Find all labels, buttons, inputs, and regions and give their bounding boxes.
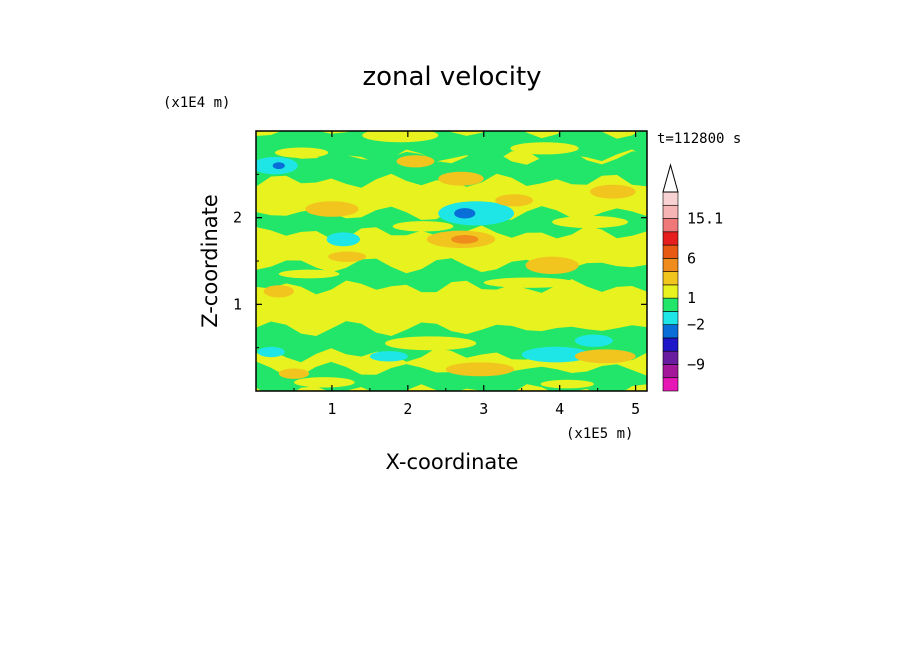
- colorbar-overflow-arrow: [662, 163, 679, 193]
- contour-field: [256, 131, 647, 391]
- colorbar-label: −2: [687, 316, 705, 334]
- contour-patch: [263, 285, 294, 298]
- contour-patch: [385, 336, 477, 351]
- contour-patch: [369, 351, 408, 362]
- contour-patch: [257, 346, 285, 358]
- contour-patch: [454, 208, 476, 219]
- colorbar-swatch: [662, 377, 679, 392]
- colorbar-swatch: [662, 218, 679, 233]
- colorbar-swatch: [662, 191, 679, 206]
- contour-patch: [495, 194, 534, 207]
- colorbar-swatch: [662, 311, 679, 325]
- contour-patch: [574, 349, 636, 364]
- colorbar-swatch: [662, 350, 679, 365]
- x-axis-multiplier: (x1E5 m): [566, 426, 633, 442]
- y-axis-label: Z-coordinate: [198, 194, 222, 328]
- colorbar-swatch: [662, 284, 679, 299]
- colorbar-swatch: [662, 271, 679, 286]
- x-tick-label: 1: [327, 400, 336, 418]
- contour-patch: [451, 235, 479, 244]
- colorbar-swatch: [662, 324, 679, 339]
- contour-patch: [272, 162, 285, 170]
- y-axis: 12: [233, 173, 647, 349]
- x-tick-label: 2: [403, 400, 412, 418]
- contour-patch: [438, 201, 515, 226]
- x-axis-label: X-coordinate: [386, 450, 519, 474]
- contour-band: [256, 149, 647, 188]
- contour-patch: [326, 232, 361, 247]
- colorbar-label: 1: [687, 289, 696, 307]
- colorbar-swatch: [662, 337, 679, 352]
- contour-patch: [483, 277, 575, 288]
- x-axis: 1 2 3 4 5: [293, 131, 640, 418]
- contour-patch: [278, 269, 340, 279]
- contour-patch: [445, 362, 515, 377]
- contour-patch: [521, 346, 591, 363]
- time-label: t=112800 s: [657, 131, 741, 147]
- contour-patch: [278, 368, 310, 379]
- colorbar-swatch: [662, 231, 679, 246]
- x-tick-label: 5: [631, 400, 640, 418]
- contour-patch: [392, 221, 454, 232]
- colorbar-swatch: [662, 258, 679, 272]
- colorbar-swatch: [662, 204, 679, 219]
- colorbar-label: −9: [687, 355, 705, 373]
- contour-patch: [510, 142, 579, 155]
- contour-patch: [362, 131, 439, 143]
- contour-patch: [525, 256, 579, 275]
- contour-patch: [540, 379, 594, 389]
- colorbar-label: 6: [687, 249, 696, 267]
- y-tick-label: 1: [233, 295, 242, 313]
- contour-patch: [574, 334, 613, 347]
- colorbar-swatch: [662, 244, 679, 259]
- colorbar-swatch: [662, 364, 679, 379]
- contour-patch: [305, 201, 359, 217]
- contour-patch: [438, 171, 484, 186]
- colorbar: 15.1 6 1 −2 −9: [662, 163, 723, 392]
- x-tick-label: 3: [479, 400, 488, 418]
- contour-patch: [552, 215, 629, 229]
- contour-patch: [274, 147, 329, 158]
- contour-patch: [396, 155, 435, 168]
- colorbar-swatch: [662, 297, 679, 312]
- chart-title: zonal velocity: [362, 62, 541, 92]
- y-tick-label: 2: [233, 209, 242, 227]
- contour-patch: [328, 251, 367, 262]
- contour-patch: [590, 184, 636, 199]
- y-axis-multiplier: (x1E4 m): [163, 95, 230, 111]
- colorbar-label: 15.1: [687, 210, 723, 228]
- contour-patch: [293, 377, 355, 388]
- x-tick-label: 4: [555, 400, 564, 418]
